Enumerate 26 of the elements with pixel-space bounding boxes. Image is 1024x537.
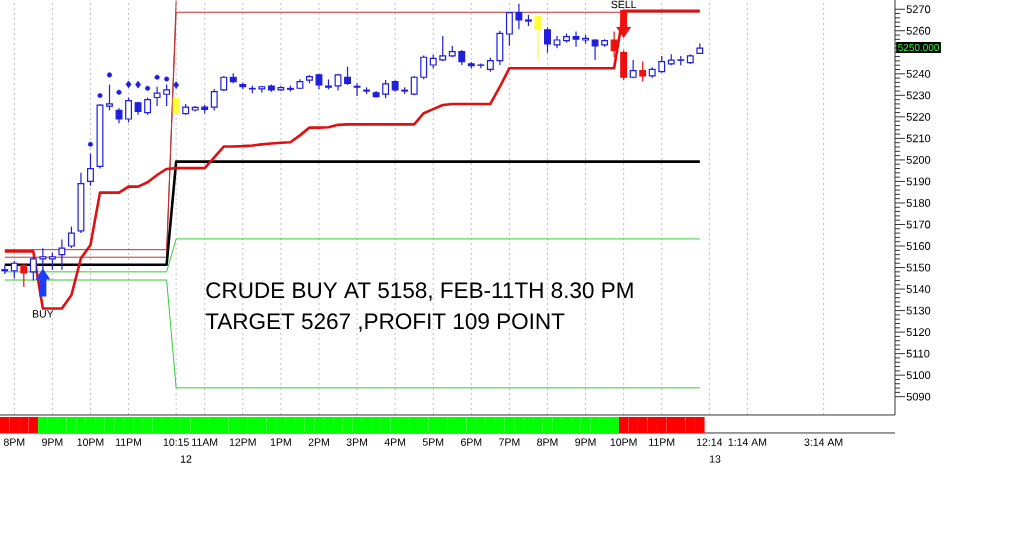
text: 12 bbox=[180, 455, 192, 463]
x-tick-label: 1PM bbox=[270, 438, 291, 446]
y-tick-label: 5090 bbox=[906, 392, 931, 401]
x-tick-label: 9PM bbox=[42, 438, 63, 446]
y-tick-label: 5110 bbox=[906, 349, 930, 358]
x-tick-label: 8PM bbox=[537, 438, 558, 446]
x-tick-label: 2PM bbox=[308, 438, 329, 446]
x-tick-label: 9PM bbox=[575, 438, 596, 446]
x-tick-label: 11AM bbox=[192, 438, 218, 446]
x-tick-label: 8PM bbox=[3, 438, 25, 446]
x-tick-label: 3:14 AM bbox=[804, 438, 843, 446]
x-tick-label: 12PM bbox=[229, 438, 256, 446]
x-tick-label: 10PM bbox=[77, 438, 104, 446]
x-tick-label: 10:15 bbox=[163, 438, 189, 446]
x-tick-label: 12:14 bbox=[697, 438, 723, 446]
x-tick-label: 1:14 AM bbox=[728, 438, 767, 446]
x-tick-label: 11PM bbox=[649, 438, 675, 446]
x-tick-label: 4PM bbox=[384, 438, 406, 446]
x-tick-label: 11PM bbox=[116, 438, 142, 446]
x-tick-label: 7PM bbox=[499, 438, 520, 446]
y-tick-label: 5100 bbox=[906, 371, 931, 380]
text: 13 bbox=[709, 455, 721, 463]
x-tick-label: 6PM bbox=[461, 438, 482, 446]
x-tick-label: 5PM bbox=[422, 438, 444, 446]
x-tick-label: 10PM bbox=[610, 438, 637, 446]
x-tick-label: 3PM bbox=[346, 438, 367, 446]
